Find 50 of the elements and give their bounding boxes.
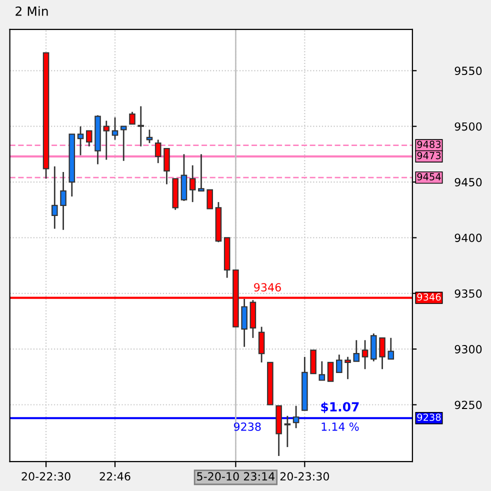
candlestick — [164, 148, 170, 185]
candlestick — [52, 166, 58, 230]
candlestick — [318, 360, 326, 381]
ref-line-label: 9454 — [417, 173, 441, 180]
candlestick — [138, 106, 144, 148]
candlestick — [198, 153, 204, 192]
ref-line-label: 9346 — [417, 293, 441, 301]
candlestick — [344, 356, 351, 380]
y-tick-label: 9250 — [454, 400, 482, 410]
candlestick — [353, 339, 360, 362]
annotation: 9238 — [234, 422, 261, 431]
candlestick — [362, 339, 368, 370]
annotation: 9346 — [254, 283, 281, 292]
candlestick — [60, 171, 66, 231]
y-tick-label: 9500 — [454, 122, 482, 131]
x-tick-label: 22:46 — [100, 472, 130, 481]
candlestick — [327, 362, 334, 382]
candlestick — [86, 130, 92, 148]
annotation: $1.07 — [321, 402, 359, 414]
y-tick-label: 9550 — [454, 66, 482, 76]
candlestick — [370, 332, 377, 362]
x-tick-label: 5-20-10 23:14 — [197, 472, 275, 481]
y-tick-label: 9450 — [454, 178, 482, 186]
candlestick — [379, 337, 386, 370]
candlestick — [336, 354, 342, 374]
y-tick-label: 9350 — [454, 289, 482, 298]
candlestick — [129, 111, 136, 125]
candlestick — [146, 128, 153, 144]
candlestick — [206, 189, 213, 210]
annotation: 1.14 % — [322, 422, 359, 431]
y-tick-label: 9300 — [454, 345, 482, 354]
candlestick — [154, 139, 162, 164]
chart-title: 2 Min — [16, 6, 48, 16]
ref-line-label: 9483 — [417, 140, 441, 148]
candlestick — [103, 120, 110, 160]
candlestick — [284, 415, 291, 448]
candlestick — [112, 116, 118, 140]
candlestick — [388, 337, 394, 360]
ref-line-label: 9473 — [417, 152, 441, 160]
candlestick — [189, 164, 196, 203]
candlestick — [258, 326, 265, 364]
ref-line-label: 9238 — [417, 414, 441, 421]
candlestick — [292, 405, 300, 429]
x-tick-label: 20-22:30 — [22, 472, 70, 481]
candlestick — [120, 126, 127, 162]
x-tick-label: 20-23:30 — [280, 472, 330, 481]
candlestick — [241, 298, 248, 348]
y-tick-label: 9400 — [454, 234, 482, 242]
candlestick — [77, 126, 84, 156]
candlestick — [310, 350, 316, 374]
